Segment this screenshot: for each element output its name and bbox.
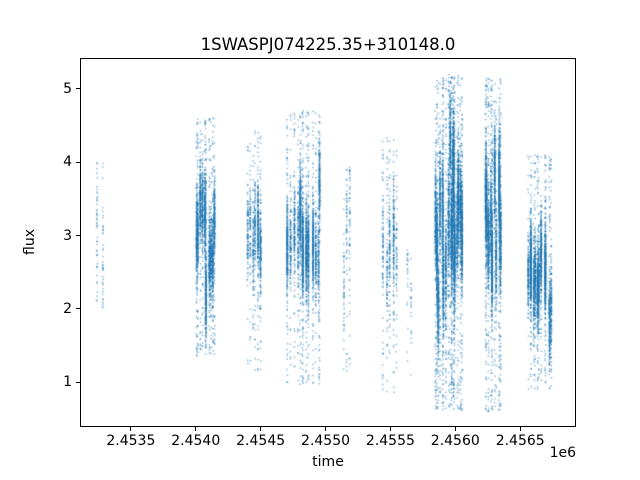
y-tick-mark [76, 161, 80, 163]
x-tick-label: 2.4545 [236, 433, 286, 449]
y-tick-label: 3 [63, 227, 72, 244]
scatter-plot-canvas [80, 58, 576, 427]
y-tick-mark [76, 381, 80, 383]
y-tick-label: 1 [63, 374, 72, 391]
x-axis-offset-text: 1e6 [549, 445, 576, 461]
x-tick-mark [389, 427, 391, 431]
chart-title: 1SWASPJ074225.35+310148.0 [200, 35, 456, 54]
y-tick-mark [76, 88, 80, 90]
x-tick-label: 2.4560 [430, 433, 480, 449]
x-tick-mark [195, 427, 197, 431]
y-tick-label: 5 [63, 80, 72, 97]
y-tick-mark [76, 235, 80, 237]
x-tick-label: 2.4565 [495, 433, 545, 449]
x-tick-label: 2.4535 [106, 433, 156, 449]
x-tick-label: 2.4555 [365, 433, 415, 449]
x-tick-mark [519, 427, 521, 431]
y-tick-mark [76, 308, 80, 310]
x-tick-mark [130, 427, 132, 431]
x-tick-label: 2.4540 [171, 433, 221, 449]
x-axis-label: time [312, 454, 344, 470]
x-tick-mark [454, 427, 456, 431]
y-tick-label: 4 [63, 154, 72, 171]
x-tick-label: 2.4550 [301, 433, 351, 449]
y-tick-label: 2 [63, 300, 72, 317]
y-axis-label: flux [22, 229, 38, 255]
axes-frame [80, 58, 576, 427]
x-tick-mark [325, 427, 327, 431]
x-tick-mark [260, 427, 262, 431]
